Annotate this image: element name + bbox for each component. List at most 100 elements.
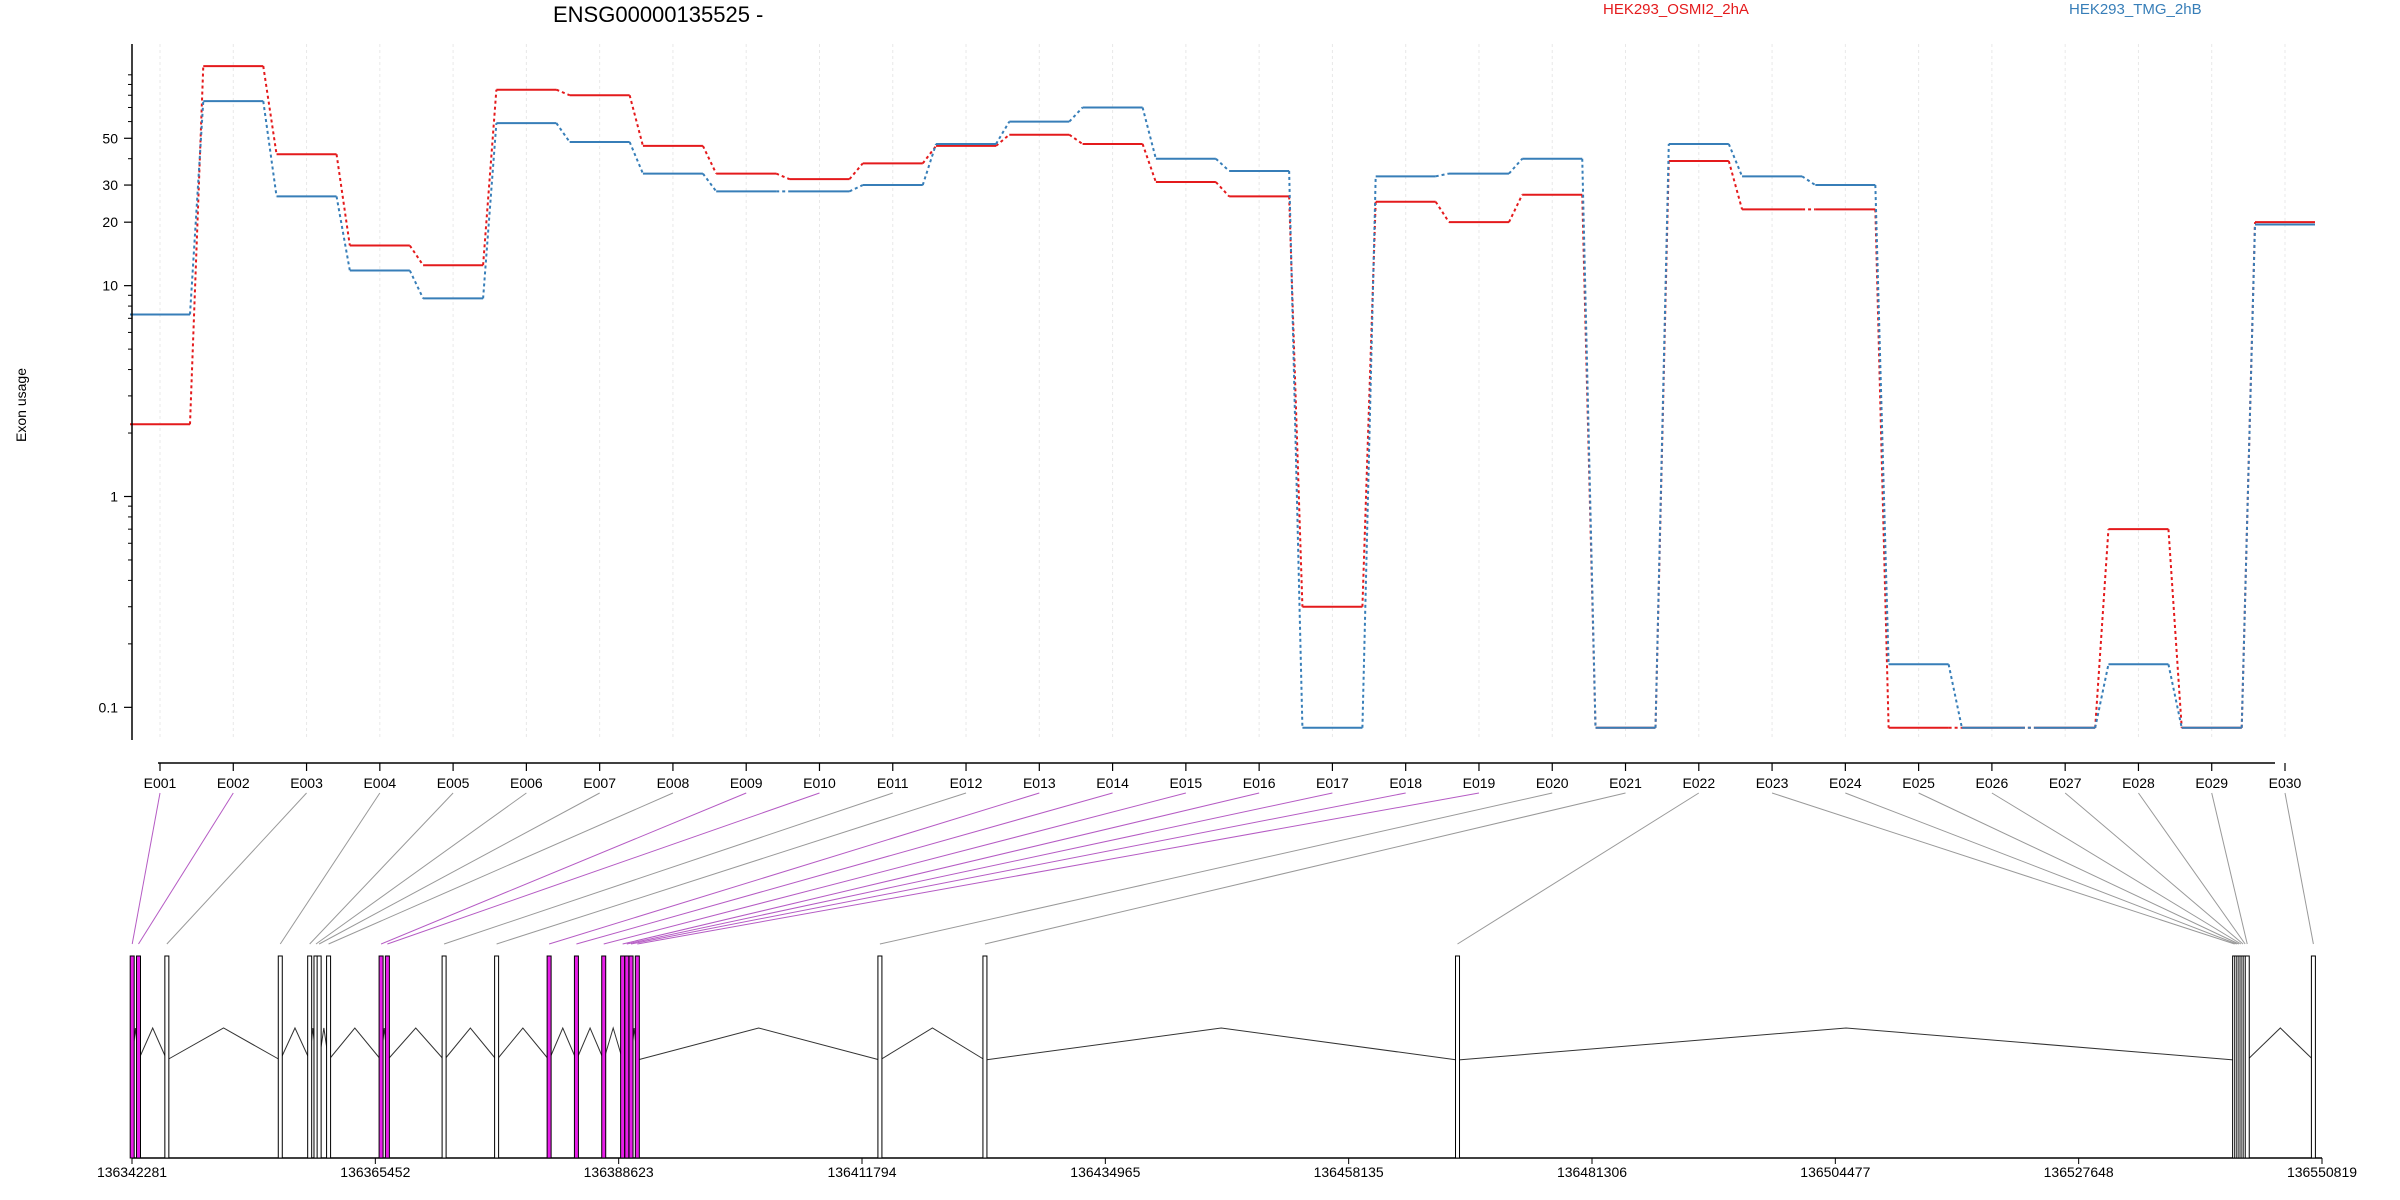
- genomic-tick-label: 136504477: [1800, 1164, 1870, 1180]
- intron: [138, 1026, 168, 1061]
- exon-highlighted: [624, 955, 630, 1159]
- x-tick-label: E025: [1902, 775, 1935, 791]
- exon-connector: [1991, 792, 2242, 945]
- exon-connector: [548, 792, 1040, 945]
- x-tick-label: E003: [290, 775, 323, 791]
- x-tick-label: E028: [2122, 775, 2155, 791]
- exon-highlighted: [129, 955, 135, 1159]
- x-tick-label: E019: [1463, 775, 1496, 791]
- exon-highlighted: [546, 955, 552, 1159]
- x-tick-label: E023: [1756, 775, 1789, 791]
- exon-connector: [630, 792, 1406, 945]
- series-1-connector: [262, 101, 278, 197]
- exon-connector: [387, 792, 820, 945]
- exon-highlighted: [384, 955, 390, 1159]
- x-tick-label: E008: [657, 775, 690, 791]
- series-1-connector: [995, 121, 1011, 145]
- x-tick-label: E021: [1609, 775, 1642, 791]
- intron: [387, 1027, 445, 1061]
- genomic-tick-label: 136550819: [2287, 1164, 2357, 1180]
- exon-connector: [166, 792, 307, 945]
- series-0-connector: [1215, 181, 1230, 198]
- exon-connector: [309, 792, 454, 945]
- y-ticks: 0.1 1 10 20 30 50: [99, 74, 132, 715]
- exon-connector: [131, 792, 161, 945]
- x-tick-label: E002: [217, 775, 250, 791]
- exon-connector: [2064, 792, 2244, 945]
- genomic-tick-label: 136527648: [2044, 1164, 2114, 1180]
- x-tick-label: E001: [144, 775, 177, 791]
- series-1-connector: [702, 172, 718, 192]
- exon: [2244, 955, 2250, 1159]
- x-tick-label: E013: [1023, 775, 1056, 791]
- series-0-connector: [482, 89, 498, 266]
- exon-connector: [984, 792, 1626, 945]
- y-axis-label: Exon usage: [13, 368, 29, 442]
- genomic-tick-label: 136365452: [340, 1164, 410, 1180]
- genomic-tick-label: 136342281: [97, 1164, 167, 1180]
- series-1-connector: [335, 196, 351, 271]
- intron: [548, 1026, 577, 1061]
- series-0-connector: [2167, 529, 2183, 728]
- series-0-connector: [1434, 201, 1450, 223]
- series-1-connector: [482, 123, 498, 299]
- intron: [879, 1027, 986, 1061]
- y-tick-label: 20: [102, 214, 118, 230]
- exon-highlighted: [378, 955, 384, 1159]
- series-1-connector: [1727, 143, 1743, 177]
- x-tick-label: E024: [1829, 775, 1862, 791]
- x-tick-label: E015: [1170, 775, 1203, 791]
- exon-connector: [2284, 792, 2314, 945]
- intron: [443, 1027, 497, 1061]
- exon-highlighted: [573, 955, 579, 1159]
- x-tick-label: E007: [583, 775, 616, 791]
- exon-connector: [2138, 792, 2246, 945]
- series-1-connector: [1141, 107, 1157, 159]
- exon-connector: [138, 792, 234, 945]
- exon-connector: [380, 792, 747, 945]
- x-tick-label: E005: [437, 775, 470, 791]
- x-tick-label: E012: [950, 775, 983, 791]
- series-0-connector: [1361, 201, 1377, 607]
- y-tick-label: 50: [102, 130, 118, 146]
- x-tick-label: E022: [1682, 775, 1715, 791]
- x-tick-label: E026: [1976, 775, 2009, 791]
- exon-highlighted: [620, 955, 626, 1159]
- series-0-connector: [702, 145, 718, 175]
- x-tick-label: E010: [803, 775, 836, 791]
- exon-connector: [443, 792, 893, 945]
- x-tick-label: E009: [730, 775, 763, 791]
- series-1-connector: [408, 270, 425, 299]
- chart-title: ENSG00000135525 -: [553, 2, 763, 27]
- intron: [1457, 1027, 2235, 1061]
- exon-connector: [328, 792, 674, 945]
- exon: [1455, 955, 1461, 1159]
- intron: [575, 1026, 605, 1061]
- x-tick-label: E027: [2049, 775, 2082, 791]
- vertical-grid: [159, 44, 2286, 740]
- series-1-connector: [1874, 185, 1890, 665]
- x-tick-label: E016: [1243, 775, 1276, 791]
- exon: [307, 955, 313, 1159]
- y-tick-label: 1: [110, 488, 118, 504]
- x-tick-label: E029: [2195, 775, 2228, 791]
- series-0-connector: [1068, 133, 1084, 145]
- series-1-connector: [849, 184, 864, 193]
- series-1-connector: [189, 101, 205, 315]
- series-1-connector: [555, 122, 571, 143]
- intron: [166, 1027, 281, 1061]
- intron: [279, 1026, 311, 1061]
- exon-highlighted: [628, 955, 634, 1159]
- exon-connector: [637, 792, 1480, 945]
- x-tick-label: E011: [877, 775, 909, 791]
- exon: [326, 955, 332, 1159]
- exon: [877, 955, 883, 1159]
- exon-connector: [496, 792, 967, 945]
- exon: [441, 955, 447, 1159]
- intron: [2246, 1027, 2314, 1061]
- series-1-connector: [1581, 158, 1597, 728]
- exon: [164, 955, 170, 1159]
- y-tick-label: 0.1: [99, 699, 119, 715]
- series-1-connector: [1288, 170, 1304, 728]
- intron: [603, 1026, 624, 1061]
